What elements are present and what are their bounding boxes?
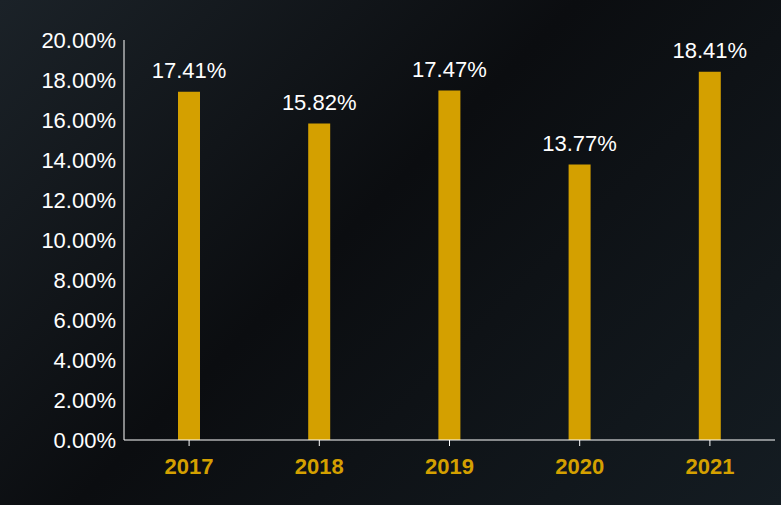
svg-text:18.41%: 18.41% xyxy=(672,38,747,63)
svg-text:10.00%: 10.00% xyxy=(41,228,116,253)
svg-text:20.00%: 20.00% xyxy=(41,28,116,53)
svg-text:4.00%: 4.00% xyxy=(54,348,116,373)
svg-text:8.00%: 8.00% xyxy=(54,268,116,293)
svg-text:16.00%: 16.00% xyxy=(41,108,116,133)
svg-text:14.00%: 14.00% xyxy=(41,148,116,173)
svg-text:2018: 2018 xyxy=(295,454,344,479)
svg-text:2.00%: 2.00% xyxy=(54,388,116,413)
svg-text:17.41%: 17.41% xyxy=(152,58,227,83)
svg-text:0.00%: 0.00% xyxy=(54,428,116,453)
svg-text:6.00%: 6.00% xyxy=(54,308,116,333)
svg-text:18.00%: 18.00% xyxy=(41,68,116,93)
svg-text:2020: 2020 xyxy=(555,454,604,479)
svg-text:2019: 2019 xyxy=(425,454,474,479)
svg-text:17.47%: 17.47% xyxy=(412,57,487,82)
svg-text:15.82%: 15.82% xyxy=(282,90,357,115)
svg-text:2017: 2017 xyxy=(165,454,214,479)
svg-text:12.00%: 12.00% xyxy=(41,188,116,213)
svg-text:2021: 2021 xyxy=(685,454,734,479)
svg-text:13.77%: 13.77% xyxy=(542,131,617,156)
